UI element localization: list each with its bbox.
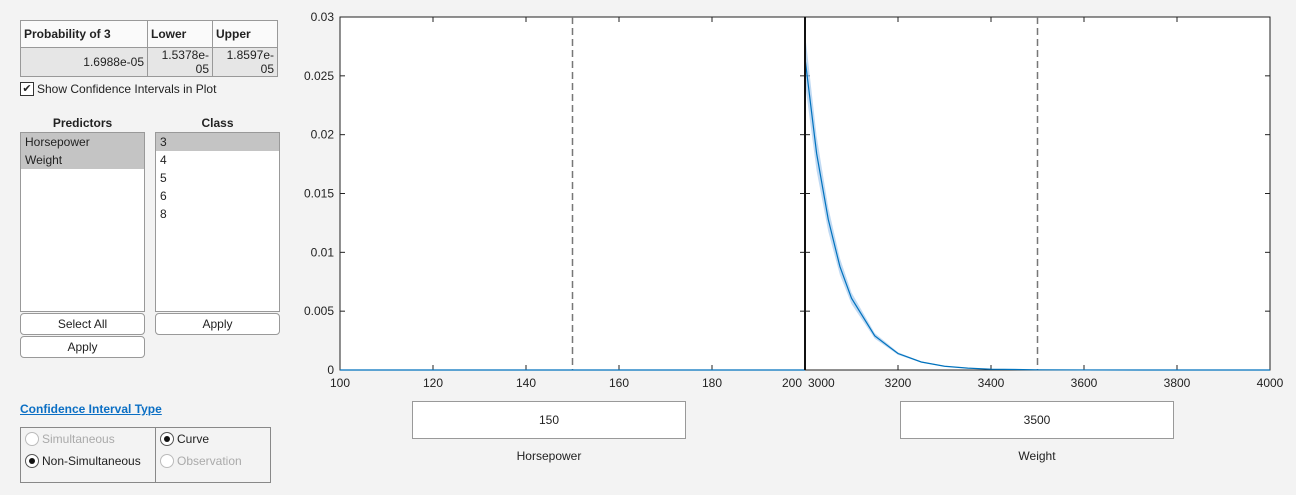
list-item[interactable]: 8 — [160, 207, 167, 221]
list-item[interactable]: Weight — [21, 151, 144, 169]
x-tick-label: 4000 — [1257, 376, 1284, 390]
y-tick-label: 0.015 — [304, 187, 334, 201]
y-tick-label: 0.03 — [311, 10, 335, 24]
y-tick-label: 0 — [327, 363, 334, 377]
y-tick-label: 0.005 — [304, 304, 334, 318]
weight-slider[interactable]: 3500 — [900, 401, 1174, 439]
prediction-plot: 0 0.005 0.01 0.015 0.02 0.025 0.03 100 120 140 160… — [304, 10, 1284, 390]
x-tick-label: 180 — [702, 376, 722, 390]
predictors-list[interactable]: Horsepower Weight — [20, 132, 145, 312]
curve-radio[interactable]: Curve — [156, 428, 270, 450]
x-tick-label: 140 — [516, 376, 536, 390]
y-tick-label: 0.02 — [311, 128, 335, 142]
ci-scope-group: Simultaneous Non-Simultaneous — [20, 427, 156, 483]
list-item[interactable]: Horsepower — [21, 133, 144, 151]
ci-kind-group: Curve Observation — [155, 427, 271, 483]
probability-curve — [804, 58, 1270, 371]
class-label: Class — [201, 116, 234, 130]
upper-value: 1.8597e-05 — [212, 47, 278, 77]
simultaneous-radio[interactable]: Simultaneous — [21, 428, 155, 450]
observation-radio[interactable]: Observation — [156, 450, 270, 472]
x-tick-label: 3800 — [1164, 376, 1191, 390]
class-list[interactable]: 3 4 5 6 8 — [155, 132, 280, 312]
predictors-label: Predictors — [52, 116, 113, 130]
predictors-apply-button[interactable]: Apply — [20, 336, 145, 358]
x-tick-label: 3600 — [1071, 376, 1098, 390]
horsepower-label: Horsepower — [516, 449, 582, 463]
list-item[interactable]: 6 — [160, 189, 167, 203]
probability-table: Probability of 3 Lower Upper 1.6988e-05 1.5… — [20, 20, 278, 77]
x-tick-label: 120 — [423, 376, 443, 390]
x-tick-label: 200 — [782, 376, 802, 390]
weight-label: Weight — [1018, 449, 1056, 463]
x-tick-label: 3000 — [808, 376, 835, 390]
header-upper: Upper — [212, 20, 278, 48]
x-tick-label: 160 — [609, 376, 629, 390]
select-all-button[interactable]: Select All — [20, 313, 145, 335]
probability-value: 1.6988e-05 — [20, 47, 148, 77]
list-item[interactable]: 4 — [160, 153, 167, 167]
list-item[interactable]: 3 — [156, 133, 279, 151]
ci-type-link[interactable]: Confidence Interval Type — [20, 402, 162, 416]
x-tick-label: 100 — [330, 376, 350, 390]
show-ci-checkbox[interactable]: ✔ Show Confidence Intervals in Plot — [20, 82, 216, 96]
show-ci-label: Show Confidence Intervals in Plot — [37, 82, 217, 96]
non-simultaneous-radio[interactable]: Non-Simultaneous — [21, 450, 155, 472]
y-tick-label: 0.01 — [311, 245, 335, 259]
x-tick-label: 3200 — [885, 376, 912, 390]
checkmark-icon[interactable]: ✔ — [20, 82, 34, 96]
class-apply-button[interactable]: Apply — [155, 313, 280, 335]
horsepower-slider[interactable]: 150 — [412, 401, 686, 439]
y-tick-label: 0.025 — [304, 69, 334, 83]
x-tick-label: 3400 — [978, 376, 1005, 390]
list-item[interactable]: 5 — [160, 171, 167, 185]
